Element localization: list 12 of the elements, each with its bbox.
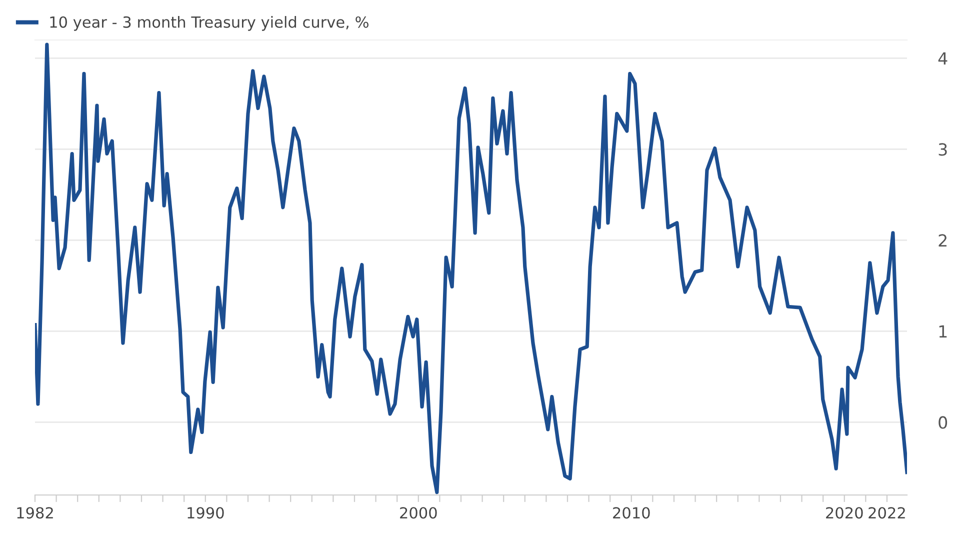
y-tick-label: 0 bbox=[938, 416, 948, 429]
x-tick-label: 2022 bbox=[868, 507, 905, 519]
x-tick-label: 1990 bbox=[188, 507, 224, 519]
y-tick-label: 4 bbox=[938, 52, 948, 65]
legend-label: 10 year - 3 month Treasury yield curve, % bbox=[50, 16, 368, 31]
y-tick-label: 2 bbox=[938, 234, 946, 247]
x-tick-label: 2010 bbox=[613, 507, 650, 519]
y-tick-label: 3 bbox=[938, 143, 947, 156]
x-tick-label: 1982 bbox=[17, 507, 53, 519]
y-tick-label: 1 bbox=[939, 325, 947, 338]
x-tick-label: 2000 bbox=[400, 507, 437, 519]
x-tick-label: 2020 bbox=[826, 507, 863, 519]
